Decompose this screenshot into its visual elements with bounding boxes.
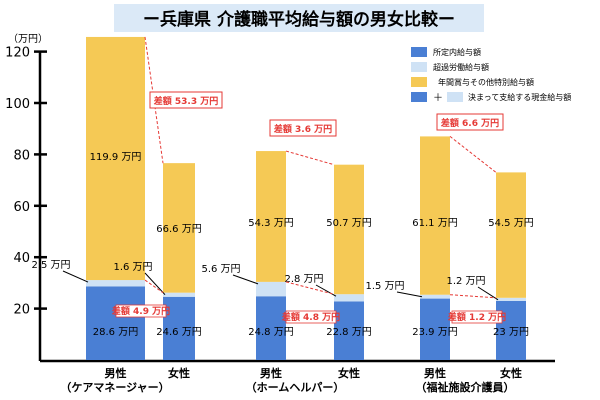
difference-box-bonus xyxy=(269,119,337,137)
title-background xyxy=(114,4,484,32)
difference-label-regular: 差額 4.8 万円 xyxy=(282,311,340,323)
legend-label: 決まって支給する現金給与額 xyxy=(468,92,571,102)
value-label-overtime: 5.6 万円 xyxy=(201,264,240,275)
leader-line xyxy=(315,284,337,297)
difference-line-bonus xyxy=(144,36,164,164)
bar-segment-regular xyxy=(256,296,286,360)
value-label-bonus: 61.1 万円 xyxy=(412,218,457,229)
difference-line-regular xyxy=(285,281,335,295)
value-label-bonus: 50.7 万円 xyxy=(326,218,371,229)
chart-title: ー兵庫県 介護職平均給与額の男女比較ー xyxy=(143,9,455,30)
legend-label: 年間賞与その他特別給与額 xyxy=(438,77,534,87)
leader-line xyxy=(396,291,423,298)
difference-box-regular xyxy=(115,304,167,318)
bar-segment-bonus xyxy=(256,151,286,282)
legend-swatch xyxy=(411,77,427,87)
legend-swatch xyxy=(411,92,427,102)
bar-segment-overtime xyxy=(163,292,195,297)
bar-segment-overtime xyxy=(496,297,526,301)
difference-label-bonus: 差額 6.6 万円 xyxy=(441,117,499,129)
legend-swatch xyxy=(411,62,427,72)
value-label-regular: 28.6 万円 xyxy=(93,327,138,338)
bar-segment-bonus xyxy=(86,36,145,281)
bar-segment-overtime xyxy=(256,281,286,297)
y-tick-label: 100 xyxy=(5,97,30,112)
value-label-bonus: 119.9 万円 xyxy=(90,152,142,163)
bar-segment-overtime xyxy=(420,294,450,299)
value-label-regular: 22.8 万円 xyxy=(326,327,371,338)
y-tick-label: 40 xyxy=(13,251,30,266)
bar-segment-regular xyxy=(420,298,450,360)
value-label-regular: 23 万円 xyxy=(493,327,529,338)
bar-segment-overtime xyxy=(86,280,145,287)
value-label-overtime: 1.5 万円 xyxy=(365,281,404,292)
bar-segment-bonus xyxy=(334,164,364,295)
difference-box-regular xyxy=(451,310,503,324)
value-label-bonus: 54.3 万円 xyxy=(248,218,293,229)
difference-line-regular xyxy=(449,294,497,299)
value-label-regular: 23.9 万円 xyxy=(412,327,457,338)
difference-line-bonus xyxy=(285,150,335,166)
difference-box-bonus xyxy=(149,91,223,109)
bar-segment-bonus xyxy=(496,172,526,298)
bar-segment-regular xyxy=(334,301,364,360)
value-label-regular: 24.6 万円 xyxy=(156,327,201,338)
y-tick-label: 80 xyxy=(13,148,30,163)
value-label-regular: 24.8 万円 xyxy=(248,327,293,338)
value-label-overtime: 1.2 万円 xyxy=(446,276,485,287)
group-label: （ケアマネージャー） xyxy=(60,381,169,394)
difference-box-bonus xyxy=(436,113,504,131)
value-label-overtime: 2.5 万円 xyxy=(31,260,70,271)
group-label: （福祉施設介護員） xyxy=(416,380,515,394)
difference-box-regular xyxy=(285,310,337,324)
bar-segment-regular xyxy=(163,296,195,360)
value-label-bonus: 66.6 万円 xyxy=(156,224,201,235)
leader-line xyxy=(477,286,499,301)
difference-label-bonus: 差額 53.3 万円 xyxy=(154,95,218,107)
bar-segment-bonus xyxy=(420,136,450,295)
leader-line xyxy=(144,272,166,296)
bar-segment-regular xyxy=(86,286,145,360)
difference-label-bonus: 差額 3.6 万円 xyxy=(274,123,332,135)
legend-swatch xyxy=(447,92,463,102)
leader-line xyxy=(232,274,259,285)
bar-segment-overtime xyxy=(334,294,364,302)
difference-line-regular xyxy=(144,279,164,294)
category-label: 男性 xyxy=(424,366,446,380)
value-label-bonus: 54.5 万円 xyxy=(488,218,533,229)
difference-label-regular: 差額 4.9 万円 xyxy=(112,305,170,317)
category-label: 女性 xyxy=(168,366,190,380)
leader-line xyxy=(62,270,89,283)
difference-label-regular: 差額 1.2 万円 xyxy=(448,311,506,323)
category-label: 女性 xyxy=(338,366,360,380)
category-label: 男性 xyxy=(260,366,282,380)
category-label: 男性 xyxy=(105,366,127,380)
legend-label: 所定内給与額 xyxy=(433,47,481,57)
legend-label: 超過労働給与額 xyxy=(433,62,489,72)
y-tick-label: 60 xyxy=(13,200,30,215)
value-label-overtime: 1.6 万円 xyxy=(113,262,152,273)
y-tick-label: 120 xyxy=(5,46,30,61)
y-axis-unit-label: （万円） xyxy=(8,33,48,45)
category-label: 女性 xyxy=(500,366,522,380)
legend-swatch xyxy=(411,47,427,57)
legend-plus: ＋ xyxy=(433,93,443,104)
difference-line-bonus xyxy=(449,136,497,173)
value-label-overtime: 2.8 万円 xyxy=(284,274,323,285)
y-tick-label: 20 xyxy=(13,303,30,318)
bar-segment-bonus xyxy=(163,163,195,293)
group-label: （ホームヘルパー） xyxy=(246,381,345,394)
